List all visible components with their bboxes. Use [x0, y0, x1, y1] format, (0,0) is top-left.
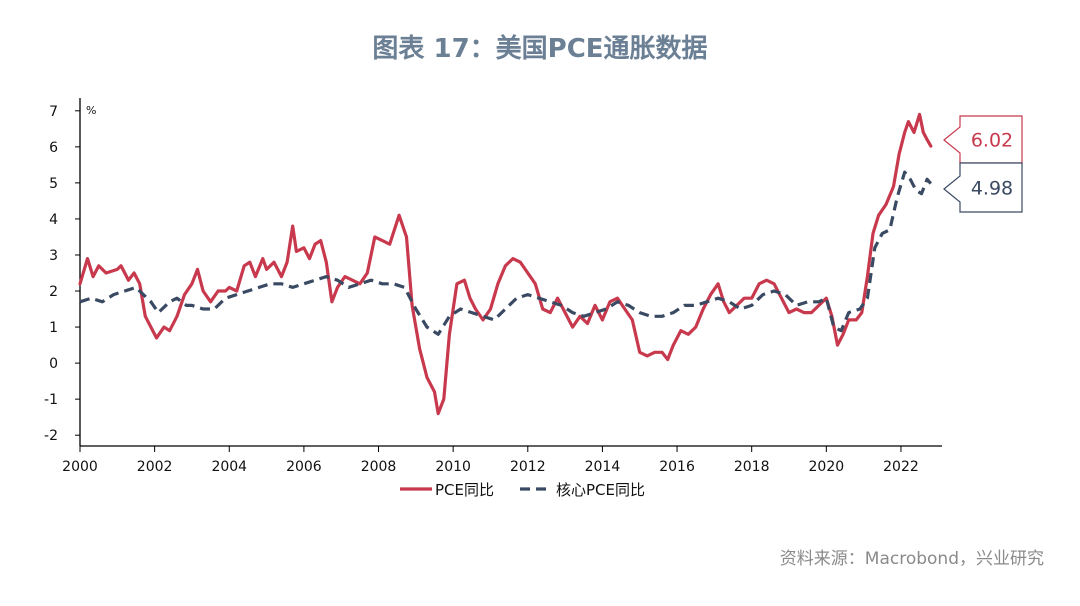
y-tick-label: 2 [49, 284, 58, 300]
x-tick-label: 2022 [883, 459, 919, 475]
y-tick-label: 3 [49, 248, 58, 264]
x-tick-label: 2006 [286, 459, 322, 475]
x-tick-label: 2002 [137, 459, 173, 475]
y-tick-label: 1 [49, 320, 58, 336]
x-tick-label: 2018 [734, 459, 770, 475]
pce-last-value-callout [943, 115, 1023, 164]
y-tick-label: 5 [49, 176, 58, 192]
core-pce-last-value-callout [943, 162, 1023, 213]
page-title: 图表 17：美国PCE通胀数据 [372, 34, 708, 64]
x-tick-label: 2004 [211, 459, 247, 475]
y-tick-label: 4 [49, 212, 58, 228]
x-tick-label: 2000 [62, 459, 98, 475]
y-tick-label: 6 [49, 140, 58, 156]
series-layer [78, 112, 933, 416]
x-tick-label: 2020 [809, 459, 845, 475]
y-tick-label: -2 [44, 428, 58, 444]
legend: PCE同比 核心PCE同比 [400, 481, 645, 499]
unit-label: % [86, 104, 96, 117]
pce-last-value-callout-label: 6.02 [971, 130, 1013, 152]
value-callouts: 6.02 4.98 [943, 115, 1023, 213]
source-note: 资料来源：Macrobond，兴业研究 [779, 549, 1044, 569]
y-tick-label: 0 [49, 356, 58, 372]
x-tick-label: 2012 [510, 459, 546, 475]
x-tick-label: 2010 [435, 459, 471, 475]
y-tick-label: 7 [49, 104, 58, 120]
y-tick-label: -1 [44, 392, 58, 408]
legend-pce-label: PCE同比 [435, 481, 494, 499]
core-pce-last-value-callout-label: 4.98 [971, 178, 1013, 200]
axes: 7 6 5 4 3 2 1 0 -1 -2% 2000 2002 2004 2006 2008 2010 201… [44, 98, 942, 475]
x-tick-label: 2014 [585, 459, 621, 475]
core-pce-yoy-line [79, 170, 933, 336]
x-tick-label: 2016 [659, 459, 695, 475]
pce-yoy-line [78, 112, 933, 416]
legend-core-label: 核心PCE同比 [556, 481, 645, 499]
x-tick-label: 2008 [361, 459, 397, 475]
